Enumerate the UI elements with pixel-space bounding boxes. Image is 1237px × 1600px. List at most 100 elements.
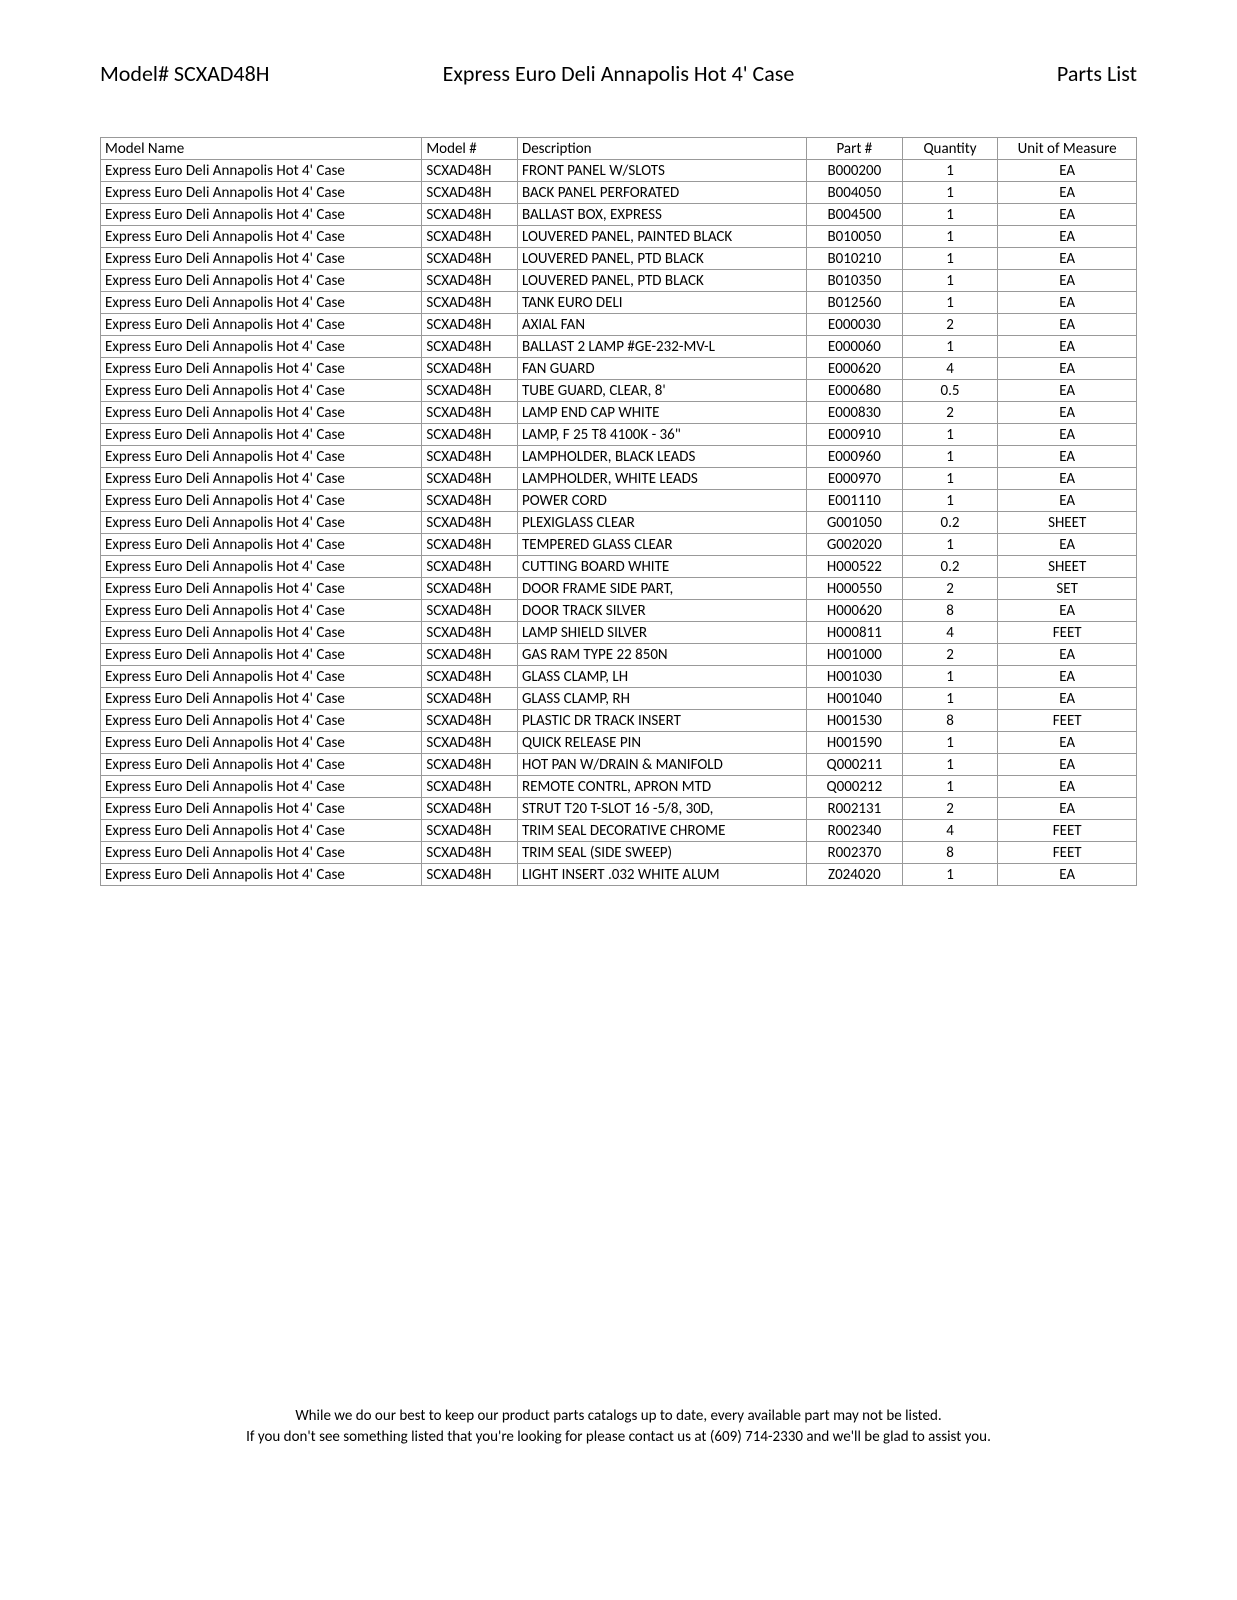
table-cell: TANK EURO DELI [517,292,806,314]
table-row: Express Euro Deli Annapolis Hot 4' CaseS… [101,248,1137,270]
table-cell: Express Euro Deli Annapolis Hot 4' Case [101,842,422,864]
table-cell: EA [998,468,1137,490]
table-cell: FRONT PANEL W/SLOTS [517,160,806,182]
section-label: Parts List [878,60,1137,87]
table-cell: SCXAD48H [422,644,518,666]
table-cell: SCXAD48H [422,380,518,402]
table-row: Express Euro Deli Annapolis Hot 4' CaseS… [101,336,1137,358]
table-cell: SCXAD48H [422,490,518,512]
page-title: Express Euro Deli Annapolis Hot 4' Case [359,60,878,87]
table-cell: SCXAD48H [422,798,518,820]
table-row: Express Euro Deli Annapolis Hot 4' CaseS… [101,710,1137,732]
table-cell: 1 [902,226,998,248]
table-cell: Express Euro Deli Annapolis Hot 4' Case [101,490,422,512]
table-cell: EA [998,358,1137,380]
table-cell: TUBE GUARD, CLEAR, 8' [517,380,806,402]
table-cell: 0.5 [902,380,998,402]
table-cell: EA [998,600,1137,622]
table-cell: Express Euro Deli Annapolis Hot 4' Case [101,644,422,666]
table-row: Express Euro Deli Annapolis Hot 4' CaseS… [101,512,1137,534]
col-header-quantity: Quantity [902,138,998,160]
table-row: Express Euro Deli Annapolis Hot 4' CaseS… [101,446,1137,468]
table-cell: H001040 [807,688,903,710]
table-cell: 1 [902,248,998,270]
table-cell: SHEET [998,512,1137,534]
table-row: Express Euro Deli Annapolis Hot 4' CaseS… [101,468,1137,490]
table-cell: EA [998,754,1137,776]
table-cell: SCXAD48H [422,424,518,446]
table-cell: 1 [902,490,998,512]
table-row: Express Euro Deli Annapolis Hot 4' CaseS… [101,600,1137,622]
table-cell: Express Euro Deli Annapolis Hot 4' Case [101,204,422,226]
table-cell: 1 [902,468,998,490]
table-cell: EA [998,314,1137,336]
table-cell: SCXAD48H [422,864,518,886]
table-cell: SCXAD48H [422,160,518,182]
table-row: Express Euro Deli Annapolis Hot 4' CaseS… [101,534,1137,556]
table-cell: G002020 [807,534,903,556]
table-cell: SCXAD48H [422,600,518,622]
table-cell: Express Euro Deli Annapolis Hot 4' Case [101,358,422,380]
table-cell: EA [998,688,1137,710]
table-cell: R002370 [807,842,903,864]
table-cell: E000030 [807,314,903,336]
table-cell: Express Euro Deli Annapolis Hot 4' Case [101,182,422,204]
table-cell: EA [998,380,1137,402]
table-row: Express Euro Deli Annapolis Hot 4' CaseS… [101,292,1137,314]
table-cell: LIGHT INSERT .032 WHITE ALUM [517,864,806,886]
table-row: Express Euro Deli Annapolis Hot 4' CaseS… [101,578,1137,600]
table-cell: SCXAD48H [422,402,518,424]
table-cell: PLASTIC DR TRACK INSERT [517,710,806,732]
table-cell: 2 [902,644,998,666]
table-row: Express Euro Deli Annapolis Hot 4' CaseS… [101,490,1137,512]
table-row: Express Euro Deli Annapolis Hot 4' CaseS… [101,622,1137,644]
table-row: Express Euro Deli Annapolis Hot 4' CaseS… [101,402,1137,424]
table-cell: FEET [998,710,1137,732]
table-cell: H001590 [807,732,903,754]
table-cell: Express Euro Deli Annapolis Hot 4' Case [101,248,422,270]
table-cell: BALLAST BOX, EXPRESS [517,204,806,226]
table-cell: Express Euro Deli Annapolis Hot 4' Case [101,820,422,842]
table-cell: B000200 [807,160,903,182]
table-cell: SCXAD48H [422,314,518,336]
table-cell: Express Euro Deli Annapolis Hot 4' Case [101,402,422,424]
table-cell: EA [998,160,1137,182]
table-cell: Express Euro Deli Annapolis Hot 4' Case [101,226,422,248]
table-row: Express Euro Deli Annapolis Hot 4' CaseS… [101,380,1137,402]
table-cell: 8 [902,600,998,622]
table-cell: H001530 [807,710,903,732]
table-cell: SCXAD48H [422,270,518,292]
table-cell: DOOR FRAME SIDE PART, [517,578,806,600]
table-row: Express Euro Deli Annapolis Hot 4' CaseS… [101,160,1137,182]
table-cell: 1 [902,776,998,798]
table-cell: E000680 [807,380,903,402]
table-cell: Express Euro Deli Annapolis Hot 4' Case [101,424,422,446]
table-cell: Express Euro Deli Annapolis Hot 4' Case [101,754,422,776]
table-cell: FEET [998,820,1137,842]
table-cell: Q000211 [807,754,903,776]
table-cell: 1 [902,182,998,204]
table-row: Express Euro Deli Annapolis Hot 4' CaseS… [101,644,1137,666]
table-cell: EA [998,402,1137,424]
table-cell: SCXAD48H [422,556,518,578]
table-row: Express Euro Deli Annapolis Hot 4' CaseS… [101,226,1137,248]
table-cell: POWER CORD [517,490,806,512]
table-cell: H000550 [807,578,903,600]
table-cell: LOUVERED PANEL, PAINTED BLACK [517,226,806,248]
table-cell: SCXAD48H [422,446,518,468]
table-cell: B012560 [807,292,903,314]
table-cell: EA [998,292,1137,314]
table-cell: SCXAD48H [422,226,518,248]
table-cell: Express Euro Deli Annapolis Hot 4' Case [101,864,422,886]
table-cell: 1 [902,270,998,292]
table-cell: 1 [902,446,998,468]
table-cell: R002340 [807,820,903,842]
table-row: Express Euro Deli Annapolis Hot 4' CaseS… [101,314,1137,336]
table-cell: LAMPHOLDER, WHITE LEADS [517,468,806,490]
table-cell: 1 [902,732,998,754]
table-cell: SCXAD48H [422,820,518,842]
table-cell: Z024020 [807,864,903,886]
table-cell: LOUVERED PANEL, PTD BLACK [517,270,806,292]
table-cell: H001000 [807,644,903,666]
table-cell: TEMPERED GLASS CLEAR [517,534,806,556]
